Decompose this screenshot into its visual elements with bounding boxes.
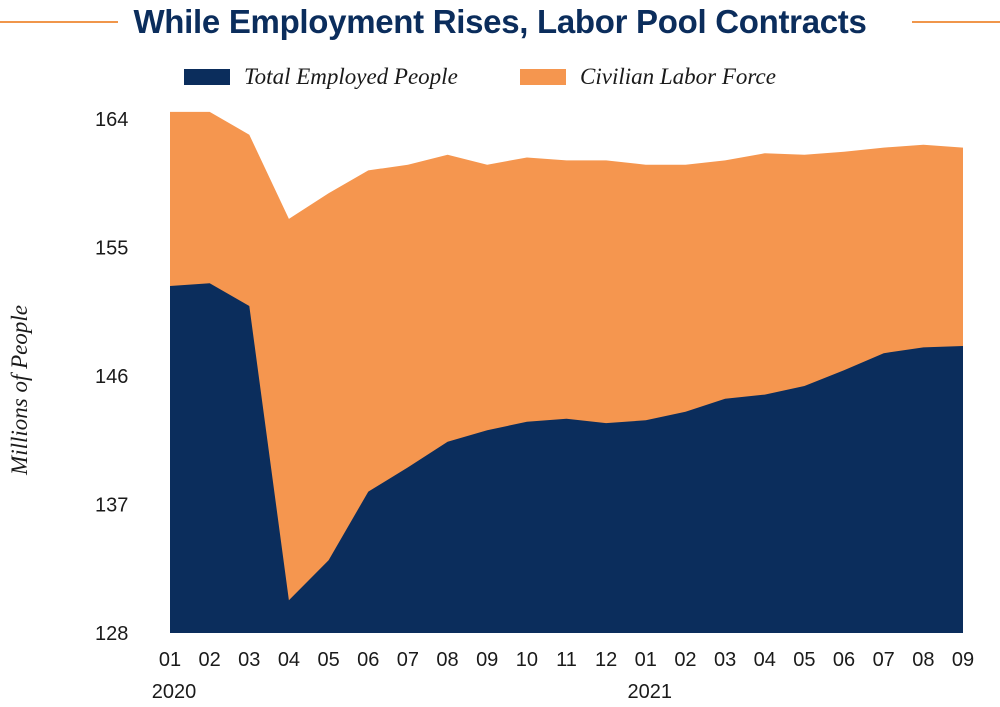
x-tick-label: 10 [516, 649, 538, 671]
legend-label-employed: Total Employed People [244, 64, 458, 89]
x-tick-label: 05 [793, 649, 815, 671]
chart-title: While Employment Rises, Labor Pool Contr… [133, 3, 867, 40]
area-total-employed-people [170, 283, 963, 633]
y-tick-label: 146 [95, 366, 128, 388]
y-tick-label: 155 [95, 238, 128, 260]
x-tick-label: 04 [754, 649, 776, 671]
x-tick-label: 12 [595, 649, 617, 671]
x-tick-label: 11 [556, 649, 577, 671]
y-tick-label: 137 [95, 495, 128, 517]
legend-item-employed: Total Employed People [184, 64, 458, 90]
legend-swatch-labor-force [520, 69, 566, 85]
legend: Total Employed People Civilian Labor For… [0, 64, 1000, 98]
x-year-label: 2021 [628, 681, 673, 703]
legend-swatch-employed [184, 69, 230, 85]
y-tick-label: 164 [95, 109, 128, 131]
title-rule-right [912, 21, 1000, 23]
x-tick-label: 07 [397, 649, 419, 671]
x-tick-label: 09 [476, 649, 498, 671]
title-rule-left [0, 21, 118, 23]
x-axis-ticks: 01 02 03 04 05 06 07 08 09 10 11 12 01 02 03 04 05 06 07 08… [159, 649, 974, 671]
x-tick-label: 06 [833, 649, 855, 671]
x-tick-label: 01 [635, 649, 657, 671]
x-tick-label: 05 [317, 649, 339, 671]
x-tick-label: 09 [952, 649, 974, 671]
x-tick-label: 04 [278, 649, 300, 671]
chart-areas [170, 111, 963, 633]
legend-label-labor-force: Civilian Labor Force [580, 64, 776, 89]
x-tick-label: 08 [436, 649, 458, 671]
x-tick-label: 08 [912, 649, 934, 671]
x-tick-label: 02 [674, 649, 696, 671]
x-axis-years: 2020 2021 [152, 681, 672, 703]
x-tick-label: 03 [714, 649, 736, 671]
x-tick-label: 03 [238, 649, 260, 671]
x-year-label: 2020 [152, 681, 197, 703]
x-tick-label: 02 [199, 649, 221, 671]
x-tick-label: 01 [159, 649, 181, 671]
x-tick-label: 06 [357, 649, 379, 671]
x-tick-label: 07 [873, 649, 895, 671]
title-row: While Employment Rises, Labor Pool Contr… [0, 0, 1000, 50]
y-tick-label: 128 [95, 623, 128, 645]
y-axis-ticks: 164 155 146 137 128 [95, 109, 128, 645]
legend-item-labor-force: Civilian Labor Force [520, 64, 776, 90]
